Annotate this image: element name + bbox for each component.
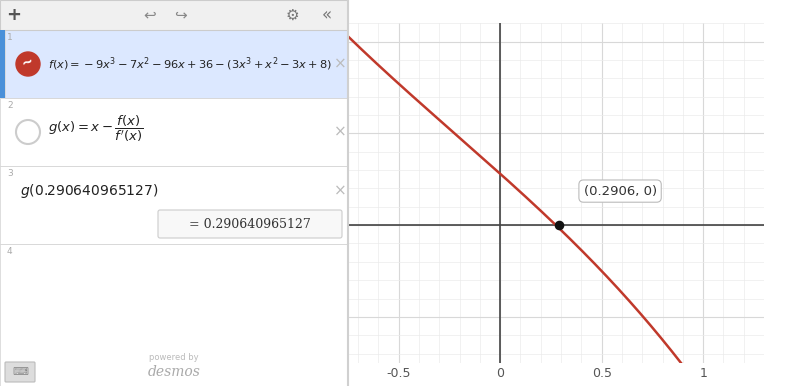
Bar (5, 30, 348, 98)
Text: desmos: desmos (147, 365, 201, 379)
FancyBboxPatch shape (158, 210, 342, 238)
Text: ⚙: ⚙ (286, 7, 299, 22)
Bar (0, 30, 5, 98)
Text: $f(x) = -9x^3-7x^2-96x+36-\left(3x^3+x^2-3x+8\right)$: $f(x) = -9x^3-7x^2-96x+36-\left(3x^3+x^2… (48, 55, 332, 73)
Bar (0, 166, 348, 244)
Text: ×: × (334, 56, 346, 71)
Text: $g(0.290640965127)$: $g(0.290640965127)$ (20, 182, 158, 200)
Text: 1: 1 (7, 33, 13, 42)
Bar (0, 244, 348, 386)
Text: ↩: ↩ (143, 7, 156, 22)
Text: «: « (322, 6, 332, 24)
FancyBboxPatch shape (5, 362, 35, 382)
Text: (0.2906, 0): (0.2906, 0) (583, 185, 657, 198)
Text: powered by: powered by (149, 354, 199, 362)
Text: 3: 3 (7, 169, 13, 178)
Text: $g(x) = x - \dfrac{f(x)}{f'(x)}$: $g(x) = x - \dfrac{f(x)}{f'(x)}$ (48, 114, 144, 144)
Text: = 0.290640965127: = 0.290640965127 (189, 217, 311, 230)
Text: 2: 2 (7, 101, 13, 110)
Circle shape (16, 52, 40, 76)
Text: 4: 4 (7, 247, 13, 256)
Text: ⌨: ⌨ (12, 367, 28, 377)
Bar (0, 0, 348, 30)
Bar (0, 98, 348, 166)
Text: ↪: ↪ (174, 7, 187, 22)
Text: ~: ~ (20, 54, 36, 71)
Text: +: + (6, 6, 22, 24)
Text: ×: × (334, 183, 346, 198)
Point (553, 222, 566, 228)
Text: ×: × (334, 125, 346, 139)
